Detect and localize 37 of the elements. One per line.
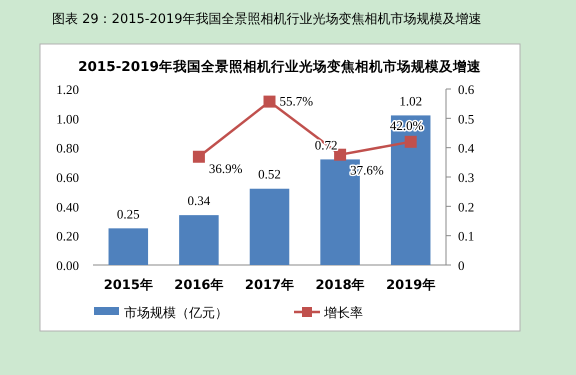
data-label: 0.52 [258,166,281,182]
y-tick-label: 0.40 [56,199,79,214]
data-label: 0.34 [188,193,211,208]
point [264,96,276,108]
y-tick-label: 0.00 [56,258,79,273]
y2-tick-label: 0.4 [458,140,475,156]
bar [108,228,148,265]
y2-tick-label: 0.2 [458,199,474,214]
chart-title: 2015-2019年我国全景照相机行业光场变焦相机市场规模及增速 [78,58,482,75]
bar [179,215,219,265]
x-tick-label: 2016年 [174,278,224,293]
data-label: 36.9% [208,160,243,176]
data-label: 1.02 [399,93,422,108]
legend-label: 增长率 [323,305,363,321]
y-tick-label: 0.60 [56,170,79,185]
data-label: 55.7% [280,94,314,109]
x-tick-label: 2017年 [244,278,294,293]
x-tick-label: 2015年 [104,278,153,293]
y-tick-label: 1.00 [56,111,79,126]
y-tick-label: 0.80 [56,140,79,156]
point [334,148,346,161]
bar [390,115,430,265]
point [404,136,417,148]
y-tick-label: 0.20 [56,228,79,244]
legend-label: 市场规模（亿元） [124,306,228,321]
y-tick-label: 1.20 [56,82,79,97]
y2-tick-label: 0.6 [458,82,475,97]
bar [250,188,290,265]
y2-tick-label: 0.5 [458,111,474,126]
data-label: 0.25 [116,206,140,222]
x-tick-label: 2019年 [386,278,436,293]
y2-tick-label: 0.3 [458,170,474,185]
chart-subtitle: 图表 29：2015-2019年我国全景照相机行业光场变焦相机市场规模及增速 [52,12,482,27]
x-tick-label: 2018年 [316,278,365,293]
y2-tick-label: 0 [458,258,464,273]
y2-tick-label: 0.1 [458,228,474,244]
point [192,150,205,163]
